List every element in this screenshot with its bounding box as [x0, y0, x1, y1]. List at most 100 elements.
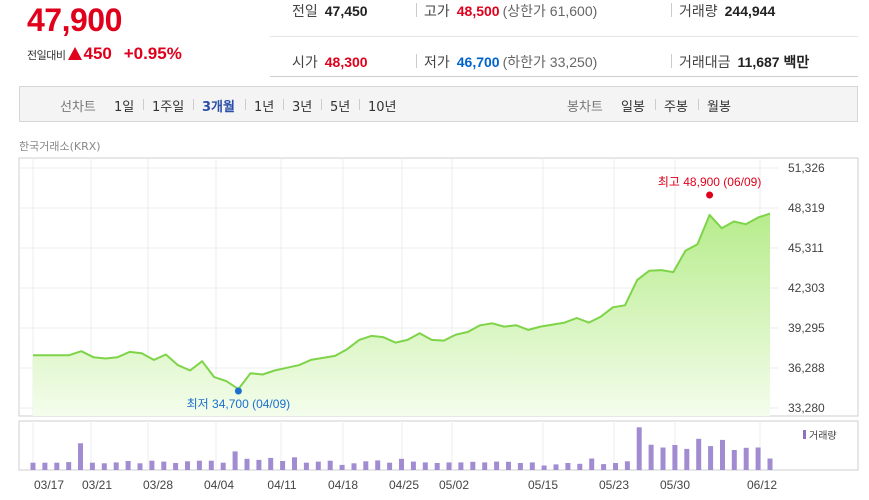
data-source-label: 한국거래소(KRX): [19, 140, 101, 153]
volume-bar: [54, 462, 60, 470]
volume-bar: [339, 464, 345, 470]
x-tick-label: 04/18: [328, 478, 358, 492]
candle-chart-heading: 봉차트: [567, 100, 603, 115]
x-tick-label: 04/04: [204, 478, 234, 492]
change-rate: +0.95%: [123, 44, 182, 63]
divider: [671, 54, 672, 68]
current-price: 47,900: [27, 2, 122, 38]
volume-bar: [185, 461, 190, 470]
min-price-marker: [234, 387, 242, 395]
tab-1-week[interactable]: 1주일: [152, 100, 185, 115]
volume-bar: [470, 461, 476, 470]
volume-bar: [125, 461, 131, 470]
volume-bar: [660, 447, 666, 470]
volume-bar: [351, 463, 357, 470]
divider: [270, 36, 858, 37]
volume-bar: [601, 464, 607, 470]
volume-bar: [244, 458, 250, 471]
volume-bar: [565, 463, 571, 470]
volume-bar: [196, 460, 202, 470]
volume-bar: [613, 463, 618, 470]
x-tick-label: 05/02: [439, 478, 469, 492]
tab-3-months[interactable]: 3개월: [202, 100, 235, 115]
divider: [283, 99, 284, 110]
x-tick-label: 04/11: [267, 478, 296, 492]
tab-5-years[interactable]: 5년: [330, 100, 351, 115]
prev-close-value: 47,450: [324, 3, 368, 19]
divider: [655, 99, 656, 110]
change-amount: 450: [83, 44, 112, 63]
open-value: 48,300: [324, 54, 368, 70]
volume-bar: [363, 461, 369, 470]
tab-monthly-candle[interactable]: 월봉: [707, 100, 731, 115]
volume-bar: [387, 462, 393, 470]
volume-bar: [577, 463, 583, 470]
tab-1-year[interactable]: 1년: [254, 100, 275, 115]
volume-bar: [327, 460, 333, 470]
volume-bar: [268, 457, 274, 470]
divider: [416, 54, 417, 68]
tab-1-day[interactable]: 1일: [114, 100, 135, 115]
volume-bar: [101, 463, 107, 470]
y-tick-label: 51,326: [788, 161, 825, 175]
x-tick-label: 03/21: [82, 478, 112, 492]
tab-3-years[interactable]: 3년: [292, 100, 313, 115]
volume-bar: [684, 448, 690, 470]
volume-bar: [220, 462, 226, 470]
y-tick-label: 39,295: [788, 321, 825, 335]
volume-value: 244,944: [724, 3, 776, 19]
volume-bar: [149, 460, 155, 470]
open-price: 시가 48,300: [292, 52, 368, 72]
y-tick-label: 48,319: [788, 201, 825, 215]
high-price: 고가 48,500 (상한가 61,600): [424, 1, 597, 21]
volume-bar: [720, 439, 725, 470]
divider: [245, 99, 246, 110]
tab-10-years[interactable]: 10년: [368, 100, 397, 115]
y-tick-label: 42,303: [788, 281, 825, 295]
volume-bar: [89, 462, 95, 470]
y-tick-label: 33,280: [788, 401, 825, 415]
volume-bar: [458, 462, 464, 470]
volume-bar: [375, 460, 381, 470]
x-tick-label: 05/23: [599, 478, 629, 492]
prev-close: 전일 47,450: [292, 1, 368, 21]
max-price-label: 최고 48,900 (06/09): [658, 175, 761, 189]
chart-tab-bar: 선차트 1일 1주일 3개월 1년 3년 5년 10년 봉차트 일봉 주봉 월봉: [19, 86, 858, 122]
x-tick-label: 05/30: [660, 478, 690, 492]
volume-bar: [315, 461, 321, 470]
amount-value: 11,687 백만: [737, 54, 810, 70]
volume-bar: [256, 459, 262, 470]
volume-bar: [731, 450, 737, 470]
volume-bar: [42, 462, 48, 470]
divider: [416, 3, 417, 17]
open-label: 시가: [292, 54, 318, 70]
amount-label: 거래대금: [679, 54, 731, 70]
volume-bar: [708, 446, 714, 470]
volume-legend-label: 거래량: [809, 430, 837, 442]
volume-bar: [399, 458, 404, 471]
volume-bar: [280, 461, 286, 470]
tab-weekly-candle[interactable]: 주봉: [664, 100, 688, 115]
volume-bar: [506, 461, 511, 470]
max-price-marker: [706, 191, 714, 199]
volume-bar: [434, 463, 440, 470]
high-label: 고가: [424, 3, 450, 19]
volume-bar: [529, 462, 535, 470]
divider: [321, 99, 322, 110]
volume-bar: [482, 462, 488, 470]
volume-bar: [767, 458, 773, 470]
volume-bar: [78, 443, 83, 470]
upper-limit: (상한가 61,600): [502, 3, 598, 19]
volume-bar: [743, 447, 749, 470]
tab-daily-candle[interactable]: 일봉: [621, 100, 645, 115]
volume-bar: [30, 462, 36, 470]
volume-bar: [422, 462, 428, 470]
volume-bar: [232, 451, 238, 470]
quote-info-table: 전일 47,450 고가 48,500 (상한가 61,600) 거래량 244,944…: [270, 0, 858, 77]
volume-bar: [208, 460, 214, 470]
volume-bar: [755, 447, 761, 470]
low-value: 46,700: [456, 54, 500, 70]
volume-bar: [173, 463, 179, 470]
volume-bar: [696, 438, 702, 470]
volume-bar: [553, 464, 559, 470]
